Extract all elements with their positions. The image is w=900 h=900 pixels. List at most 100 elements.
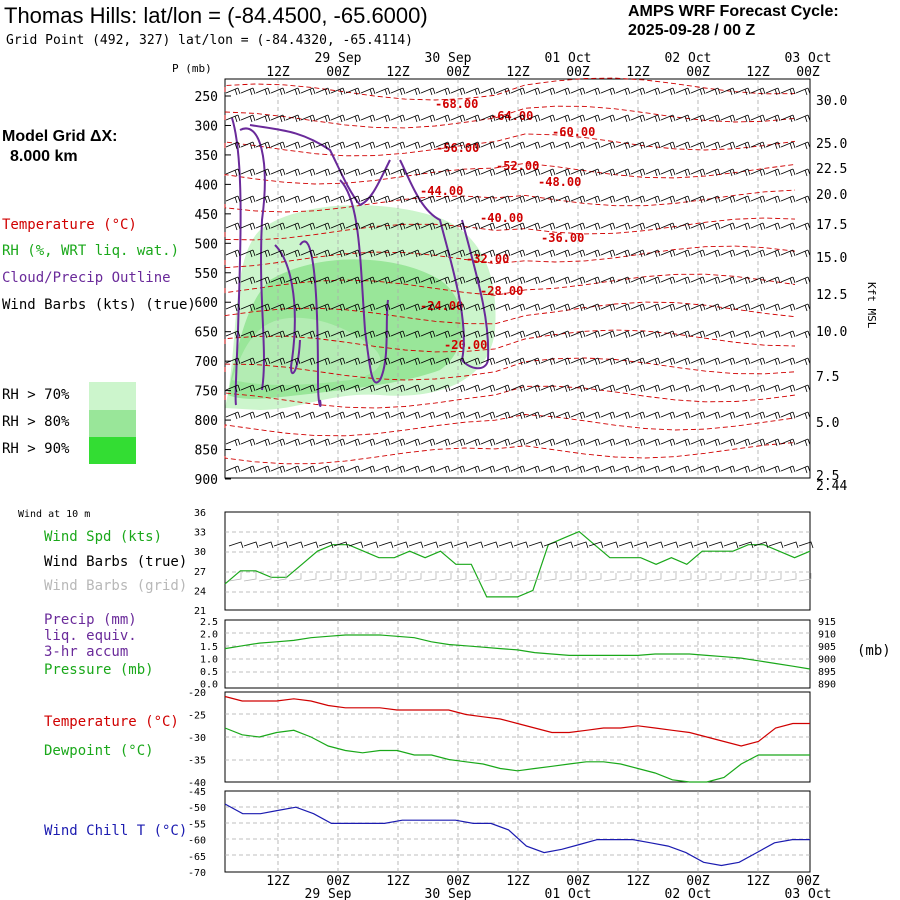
surface-wind-barb (798, 541, 814, 549)
cs-wind-barb (750, 195, 766, 204)
cs-wind-barb (735, 465, 751, 474)
cs-wind-barb (495, 249, 511, 258)
legend-precip-2: liq. equiv. (44, 628, 137, 644)
cs-wind-barb (450, 465, 466, 474)
cs-wind-barb (435, 141, 451, 150)
bottom-date-label: 29 Sep (305, 887, 352, 900)
bottom-hour-label: 12Z (746, 874, 770, 889)
cs-wind-barb (765, 276, 781, 285)
cs-wind-barb (525, 195, 541, 204)
cs-wind-barb (510, 141, 526, 150)
cs-wind-barb (390, 438, 406, 447)
temperature-contour-label: -44.00 (420, 184, 463, 198)
cs-wind-barb (390, 168, 406, 177)
cs-wind-barb (570, 195, 586, 204)
bottom-date-label: 01 Oct (545, 887, 592, 900)
cs-wind-barb (240, 222, 256, 231)
temperature-contour-label: -68.00 (435, 97, 478, 111)
cs-wind-barb (570, 438, 586, 447)
cs-wind-barb (300, 384, 316, 393)
cs-wind-barb (315, 114, 331, 123)
cs-wind-barb (750, 384, 766, 393)
bottom-hour-label: 00Z (566, 874, 590, 889)
cs-wind-barb (420, 276, 436, 285)
cs-wind-barb (375, 303, 391, 312)
cs-wind-barb (360, 114, 376, 123)
cs-wind-barb (795, 438, 811, 447)
cs-wind-barb (330, 303, 346, 312)
cs-wind-barb (555, 87, 571, 96)
temperature-contour (224, 245, 796, 269)
cs-wind-barb (615, 438, 631, 447)
cs-wind-barb (450, 141, 466, 150)
top-hour-label: 12Z (626, 65, 650, 80)
cs-wind-barb (240, 465, 256, 474)
wind10-label: Wind at 10 m (18, 509, 91, 520)
cs-wind-barb (330, 222, 346, 231)
top-hour-label: 00Z (796, 65, 820, 80)
cs-wind-barb (285, 222, 301, 231)
cs-wind-barb (330, 114, 346, 123)
bottom-hour-label: 00Z (796, 874, 820, 889)
cs-wind-barb (690, 384, 706, 393)
cs-wind-barb (720, 141, 736, 150)
grid-wind-barb (273, 573, 287, 582)
cs-wind-barb (645, 330, 661, 339)
cs-wind-barb (240, 141, 256, 150)
grid-wind-barb (528, 573, 542, 582)
cs-wind-barb (315, 438, 331, 447)
cs-wind-barb (660, 330, 676, 339)
cs-wind-barb (750, 303, 766, 312)
cs-wind-barb (765, 195, 781, 204)
cs-wind-barb (795, 384, 811, 393)
cs-wind-barb (510, 168, 526, 177)
cs-wind-barb (495, 222, 511, 231)
cs-wind-barb (750, 330, 766, 339)
cs-wind-barb (570, 276, 586, 285)
cs-wind-barb (495, 303, 511, 312)
cs-wind-barb (555, 195, 571, 204)
cs-wind-barb (795, 87, 811, 96)
cs-wind-barb (585, 249, 601, 258)
cs-wind-barb (285, 249, 301, 258)
pressure-y-tick-label: 910 (818, 630, 836, 641)
cs-wind-barb (480, 303, 496, 312)
cs-wind-barb (660, 357, 676, 366)
cs-wind-barb (795, 465, 811, 474)
cs-wind-barb (675, 141, 691, 150)
cs-wind-barb (555, 384, 571, 393)
cs-wind-barb (600, 114, 616, 123)
cs-wind-barb (405, 114, 421, 123)
cs-wind-barb (360, 168, 376, 177)
cs-wind-barb (270, 168, 286, 177)
cs-wind-barb (435, 222, 451, 231)
cs-wind-barb (555, 411, 571, 420)
cs-wind-barb (540, 384, 556, 393)
cs-wind-barb (750, 465, 766, 474)
cs-wind-barb (315, 330, 331, 339)
temp-y-tick-label: -35 (188, 756, 206, 767)
cs-wind-barb (540, 411, 556, 420)
cs-wind-barb (615, 222, 631, 231)
cs-wind-barb (315, 357, 331, 366)
kft-tick-label: 17.5 (816, 218, 847, 233)
cs-wind-barb (660, 249, 676, 258)
cs-wind-barb (630, 114, 646, 123)
cs-wind-barb (315, 303, 331, 312)
cs-wind-barb (315, 141, 331, 150)
grid-wind-barb (363, 573, 377, 582)
cs-wind-barb (495, 438, 511, 447)
cs-wind-barb (780, 87, 796, 96)
cs-wind-barb (255, 168, 271, 177)
cs-wind-barb (405, 330, 421, 339)
kft-tick-label: 25.0 (816, 137, 847, 152)
cs-wind-barb (600, 222, 616, 231)
cs-wind-barb (270, 330, 286, 339)
cs-wind-barb (270, 141, 286, 150)
cs-wind-barb (660, 141, 676, 150)
temp-y-tick-label: -25 (188, 711, 206, 722)
grid-wind-barb (573, 573, 587, 582)
cs-wind-barb (405, 222, 421, 231)
cs-wind-barb (720, 276, 736, 285)
cs-wind-barb (285, 276, 301, 285)
